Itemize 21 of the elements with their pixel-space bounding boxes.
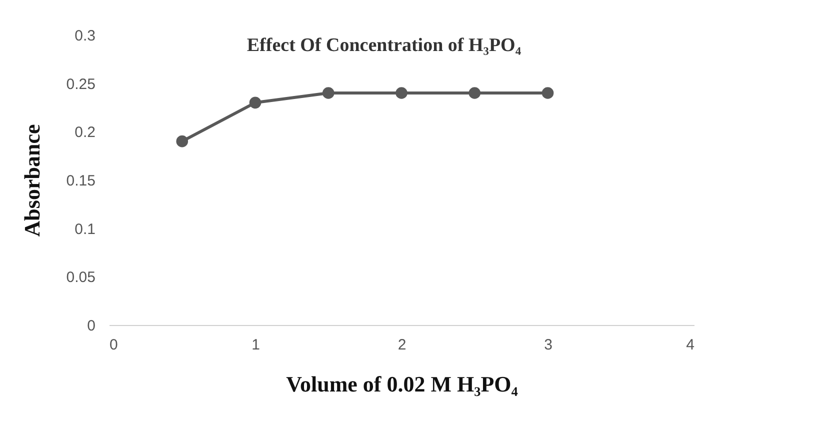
x-tick-label: 0 bbox=[110, 336, 118, 354]
point bbox=[396, 87, 408, 99]
y-tick-label: 0.15 bbox=[66, 172, 96, 190]
y-tick-label: 0.05 bbox=[66, 269, 96, 286]
point bbox=[176, 135, 188, 148]
x-axis-title: Volume of 0.02 M H₃PO₄ bbox=[286, 372, 518, 396]
y-tick-label: 0.3 bbox=[74, 28, 96, 44]
y-tick-label: 0.25 bbox=[66, 76, 96, 93]
y-axis-title: Absorbance bbox=[19, 124, 44, 237]
x-tick-label: 3 bbox=[544, 336, 552, 354]
y-tick-label: 0.1 bbox=[74, 220, 96, 238]
y-tick-label: 0 bbox=[87, 318, 96, 334]
point bbox=[468, 87, 481, 99]
x-tick-label: 4 bbox=[686, 336, 694, 354]
point bbox=[542, 87, 554, 99]
x-tick-label: 1 bbox=[252, 336, 260, 354]
y-tick-label: 0.2 bbox=[74, 124, 96, 142]
chart-title: Effect Of Concentration of H₃PO₄ bbox=[246, 35, 522, 56]
point bbox=[322, 87, 334, 99]
point bbox=[249, 96, 262, 109]
x-tick-label: 2 bbox=[398, 336, 406, 354]
